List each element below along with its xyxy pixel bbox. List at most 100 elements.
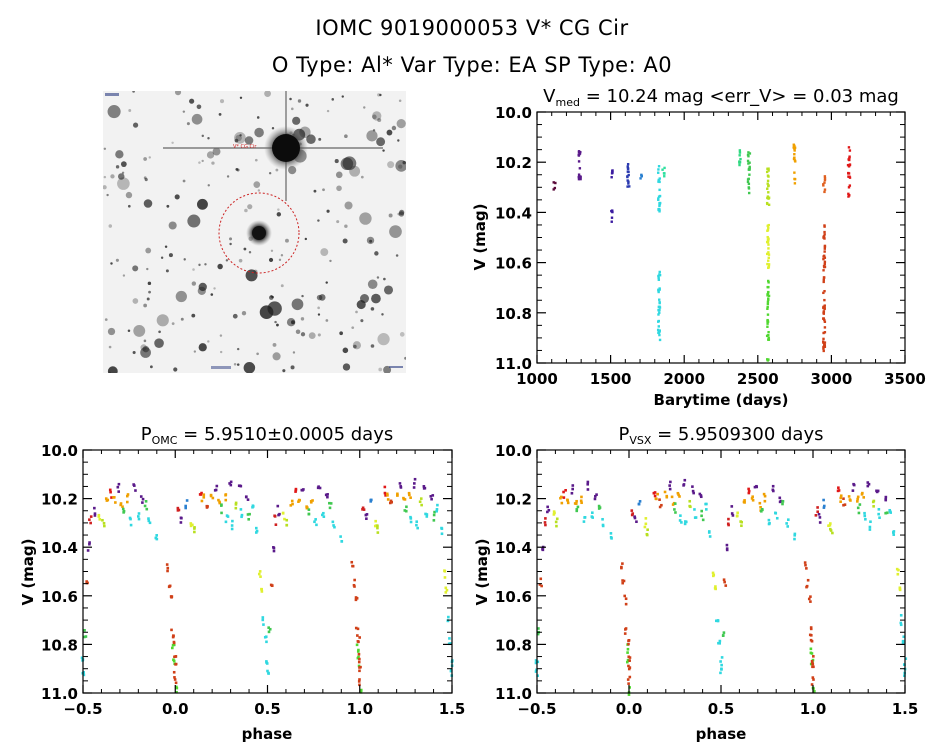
data-point <box>658 333 661 337</box>
star <box>115 258 119 262</box>
data-point <box>396 494 399 497</box>
data-point <box>823 225 826 228</box>
data-point <box>657 278 661 281</box>
data-point <box>283 517 286 521</box>
data-point <box>433 510 436 514</box>
data-point <box>707 531 711 534</box>
star <box>207 340 210 343</box>
star <box>372 111 382 121</box>
star <box>201 159 204 163</box>
data-point <box>172 640 176 644</box>
data-point <box>586 488 590 491</box>
data-point <box>823 181 826 184</box>
phase-vsx-ylabel: V (mag) <box>473 538 491 605</box>
data-point <box>351 564 355 568</box>
data-point <box>847 192 850 196</box>
data-point <box>857 511 861 515</box>
star <box>256 352 259 356</box>
data-point <box>682 483 686 486</box>
data-point <box>875 489 878 493</box>
star <box>182 110 186 113</box>
data-point <box>691 489 695 493</box>
data-point <box>339 535 342 538</box>
data-point <box>767 223 770 227</box>
data-point <box>758 501 762 505</box>
data-point <box>185 499 189 502</box>
data-point <box>443 569 447 573</box>
phase-omc-xlabel: phase <box>242 725 293 743</box>
data-point <box>693 508 696 511</box>
star <box>317 313 321 316</box>
phase-omc-plot: POMC = 5.9510±0.0005 days −0.5 0.0 0.5 1.0 1… <box>19 424 465 743</box>
data-point <box>356 656 360 660</box>
data-point <box>727 517 730 521</box>
data-point <box>809 651 813 655</box>
data-point <box>440 532 444 536</box>
y-tick-label: 10.0 <box>495 104 532 122</box>
data-point <box>396 492 399 496</box>
data-point <box>332 524 335 527</box>
data-point <box>430 497 433 501</box>
data-point <box>575 509 579 513</box>
data-point <box>141 497 145 501</box>
data-point <box>172 634 175 638</box>
data-point <box>872 499 876 503</box>
data-point <box>628 675 632 679</box>
data-point <box>725 547 729 550</box>
data-point <box>289 504 293 507</box>
phase-vsx-title: PVSX = 5.9509300 days <box>619 424 824 447</box>
data-point <box>767 294 771 298</box>
data-point <box>793 533 797 537</box>
data-point <box>884 497 888 501</box>
data-point <box>839 496 843 500</box>
data-point <box>189 522 193 525</box>
data-point <box>848 498 852 501</box>
y-tick-label: 11.0 <box>495 355 532 373</box>
star <box>391 125 397 131</box>
star <box>218 112 222 116</box>
data-point <box>407 491 411 495</box>
data-point <box>626 167 630 170</box>
data-point <box>813 690 816 693</box>
star <box>336 220 340 224</box>
data-point <box>658 498 661 501</box>
data-point <box>867 482 871 486</box>
data-point <box>767 259 770 262</box>
data-point <box>766 228 770 232</box>
data-point <box>610 172 614 175</box>
data-point <box>103 524 106 528</box>
data-point <box>823 320 827 323</box>
data-point <box>362 508 366 511</box>
star <box>117 173 125 180</box>
data-point <box>701 518 705 522</box>
star <box>305 103 309 107</box>
data-point <box>899 613 903 617</box>
data-point <box>624 597 628 601</box>
star <box>132 91 135 93</box>
data-point <box>229 480 233 484</box>
data-point <box>793 153 796 156</box>
data-point <box>413 477 417 481</box>
data-point <box>863 514 867 518</box>
data-point <box>897 568 900 572</box>
star <box>104 318 108 321</box>
star <box>389 225 402 238</box>
star <box>192 268 195 271</box>
data-point <box>848 164 851 167</box>
data-point <box>93 512 97 515</box>
star <box>382 149 385 152</box>
data-point <box>627 170 630 174</box>
data-point <box>125 494 129 498</box>
data-point <box>539 577 543 581</box>
data-point <box>823 254 826 258</box>
data-point <box>353 578 356 582</box>
data-point <box>823 331 827 334</box>
data-point <box>444 591 448 594</box>
data-point <box>751 498 755 502</box>
data-point <box>714 619 718 623</box>
star <box>387 161 395 169</box>
data-point <box>189 524 193 528</box>
data-point <box>383 485 387 489</box>
data-point <box>218 501 222 505</box>
data-point <box>711 571 715 575</box>
